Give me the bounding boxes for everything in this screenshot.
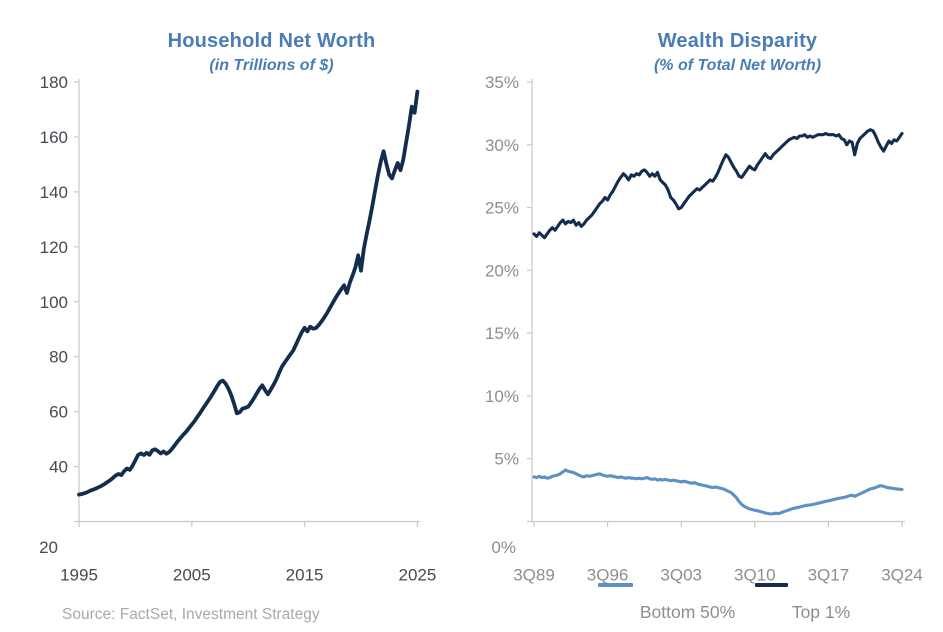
y-tick-label: 20: [39, 538, 58, 557]
x-tick-label: 3Q89: [513, 566, 555, 585]
x-tick-label: 3Q24: [881, 566, 923, 585]
left-chart-title: Household Net Worth: [167, 30, 376, 52]
y-tick-label: 80: [49, 348, 68, 367]
series-line-main-0: [77, 89, 420, 497]
axes: [78, 79, 420, 523]
left-chart-subtitle: (in Trillions of $): [209, 57, 334, 74]
y-tick-label: 35%: [485, 73, 519, 92]
x-tick-label: 1995: [60, 566, 98, 585]
y-tick-label: 40: [49, 458, 68, 477]
y-tick-label: 120: [40, 238, 68, 257]
x-tick-label: 2005: [173, 566, 211, 585]
x-tick-label: 2025: [398, 566, 436, 585]
y-tick-label: 180: [40, 73, 68, 92]
x-tick-label: 3Q03: [660, 566, 702, 585]
y-tick-label: 140: [40, 183, 68, 202]
legend-label-bottom-50: Bottom 50%: [639, 602, 736, 622]
y-tick-label: 15%: [485, 324, 519, 343]
y-tick-label: 60: [49, 403, 68, 422]
y-tick-label: 5%: [494, 450, 519, 469]
y-tick-label: 100: [40, 293, 68, 312]
axes: [531, 79, 905, 523]
right-chart-title: Wealth Disparity: [657, 30, 818, 52]
y-tick-label: 20%: [485, 261, 519, 280]
x-tick-label: 3Q17: [808, 566, 850, 585]
series-line-top-1-: [532, 128, 904, 240]
legend-swatch-bottom-50: [598, 583, 633, 587]
y-tick-label: 160: [40, 128, 68, 147]
legend-swatch-top-1: [755, 583, 788, 587]
x-tick-label: 3Q96: [587, 566, 629, 585]
x-tick-label: 2015: [286, 566, 324, 585]
wealth-disparity-plot: 35% 30% 25% 20% 15% 10% 5% 0% 3Q89 3Q96 3Q03 3Q10 3Q…: [485, 73, 923, 585]
x-tick-label: 3Q10: [734, 566, 776, 585]
source-note: Source: FactSet, Investment Strategy: [62, 606, 320, 623]
y-tick-label: 0%: [491, 538, 516, 557]
y-tick-label: 10%: [485, 387, 519, 406]
legend-label-top-1: Top 1%: [791, 602, 851, 622]
series-line-bottom-50-: [532, 468, 904, 516]
y-tick-label: 30%: [485, 136, 519, 155]
y-tick-label: 25%: [485, 199, 519, 218]
right-chart-subtitle: (% of Total Net Worth): [653, 57, 822, 74]
